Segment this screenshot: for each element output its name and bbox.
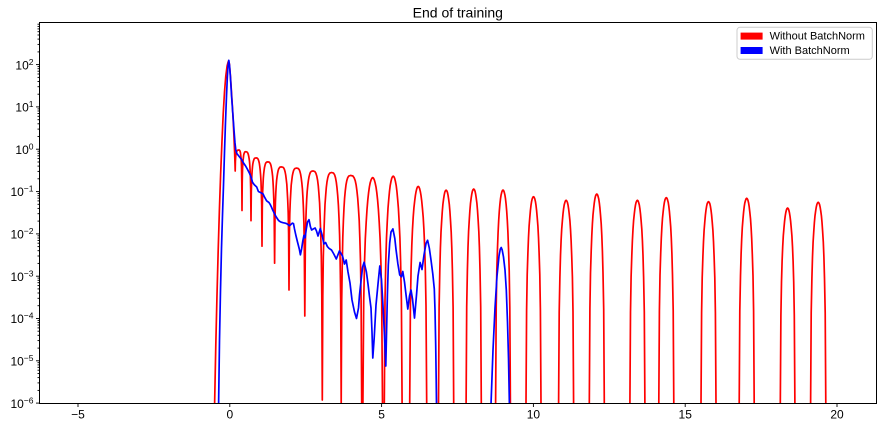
svg-text:10: 10 xyxy=(527,408,541,422)
svg-text:10−1: 10−1 xyxy=(10,184,33,200)
svg-text:101: 101 xyxy=(15,99,33,115)
svg-text:15: 15 xyxy=(679,408,693,422)
svg-text:With BatchNorm: With BatchNorm xyxy=(770,45,850,57)
svg-text:20: 20 xyxy=(830,408,844,422)
svg-text:Without BatchNorm: Without BatchNorm xyxy=(770,31,865,43)
svg-text:10−6: 10−6 xyxy=(10,395,33,411)
svg-text:10−4: 10−4 xyxy=(10,311,33,327)
svg-text:102: 102 xyxy=(15,57,33,73)
svg-text:10−3: 10−3 xyxy=(10,268,33,284)
svg-text:100: 100 xyxy=(15,141,33,157)
svg-text:10−5: 10−5 xyxy=(10,353,33,369)
svg-text:10−2: 10−2 xyxy=(10,226,33,242)
svg-text:−5: −5 xyxy=(71,408,85,422)
svg-text:0: 0 xyxy=(226,408,233,422)
svg-text:End of training: End of training xyxy=(413,4,503,20)
svg-text:5: 5 xyxy=(378,408,385,422)
